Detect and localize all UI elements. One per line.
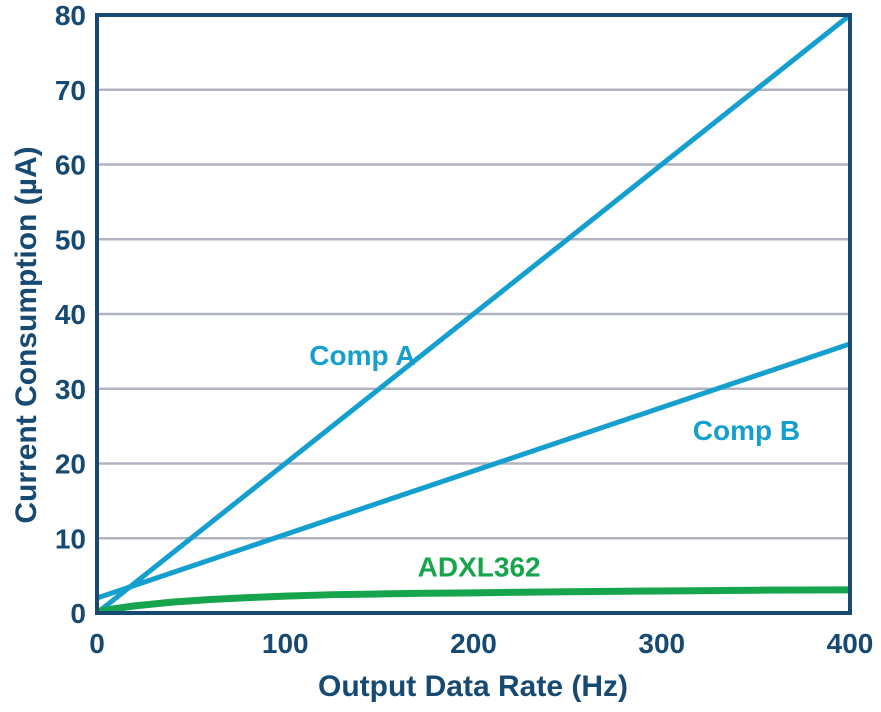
x-tick-label-400: 400	[827, 628, 874, 659]
y-tick-label-10: 10	[55, 523, 86, 554]
series-labels: Comp A Comp B ADXL362	[309, 340, 800, 583]
y-tick-label-40: 40	[55, 299, 86, 330]
y-tick-label-0: 0	[70, 598, 86, 629]
y-tick-label-80: 80	[55, 0, 86, 31]
y-tick-label-20: 20	[55, 449, 86, 480]
series-line-comp-b	[97, 341, 850, 601]
x-axis-title: Output Data Rate (Hz)	[318, 670, 628, 703]
series-line-adxl362	[97, 586, 850, 613]
plot-frame	[95, 13, 852, 615]
y-axis-title: Current Consumption (µA)	[10, 146, 43, 523]
series-line-comp-a	[97, 15, 850, 613]
y-tick-label-70: 70	[55, 75, 86, 106]
y-tick-label-30: 30	[55, 374, 86, 405]
tick-labels: 0 10 20 30 40 50 60 70 80 0 100 200 300 400	[55, 0, 874, 659]
x-tick-label-200: 200	[450, 628, 497, 659]
series-label-comp-b: Comp B	[693, 415, 800, 446]
x-tick-label-0: 0	[89, 628, 105, 659]
x-tick-label-300: 300	[638, 628, 685, 659]
x-tick-label-100: 100	[262, 628, 309, 659]
series-lines	[97, 15, 850, 613]
gridlines	[99, 88, 848, 540]
y-tick-label-60: 60	[55, 150, 86, 181]
y-tick-label-50: 50	[55, 224, 86, 255]
series-label-adxl362: ADXL362	[418, 552, 541, 583]
series-label-comp-a: Comp A	[309, 340, 415, 371]
